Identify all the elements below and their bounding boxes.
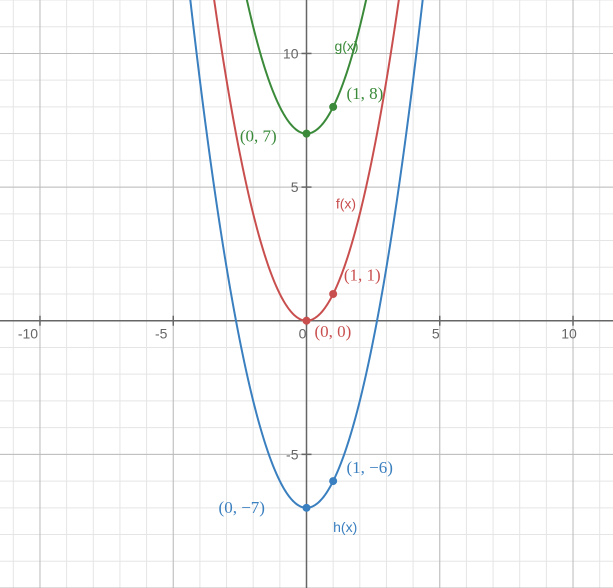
point-g: [303, 130, 311, 138]
point-label-f: (0, 0): [314, 322, 351, 341]
y-tick-label: 5: [291, 179, 299, 195]
x-tick-label: 0: [299, 326, 307, 342]
y-tick-label: 10: [283, 45, 299, 61]
point-g: [329, 103, 337, 111]
x-tick-label: 10: [561, 326, 577, 342]
x-tick-label: 5: [432, 326, 440, 342]
point-label-f: (1, 1): [344, 266, 381, 285]
point-h: [303, 504, 311, 512]
coordinate-chart: -10 -5 0 5 10 -5 5 10 f(x) (0, 0) (1, 1) g(x) (0, 7)…: [0, 0, 613, 588]
point-label-g: (0, 7): [240, 127, 277, 146]
point-f: [329, 290, 337, 298]
x-tick-label: -5: [155, 326, 168, 342]
point-h: [329, 477, 337, 485]
point-label-h: (0, −7): [219, 498, 265, 517]
point-label-h: (1, −6): [346, 458, 392, 477]
curve-label-h: h(x): [333, 519, 357, 535]
y-tick-label: -5: [286, 446, 299, 462]
point-label-g: (1, 8): [346, 84, 383, 103]
x-tick-label: -10: [18, 326, 38, 342]
curve-label-g: g(x): [334, 38, 358, 54]
point-f: [303, 317, 311, 325]
curve-label-f: f(x): [336, 195, 356, 211]
